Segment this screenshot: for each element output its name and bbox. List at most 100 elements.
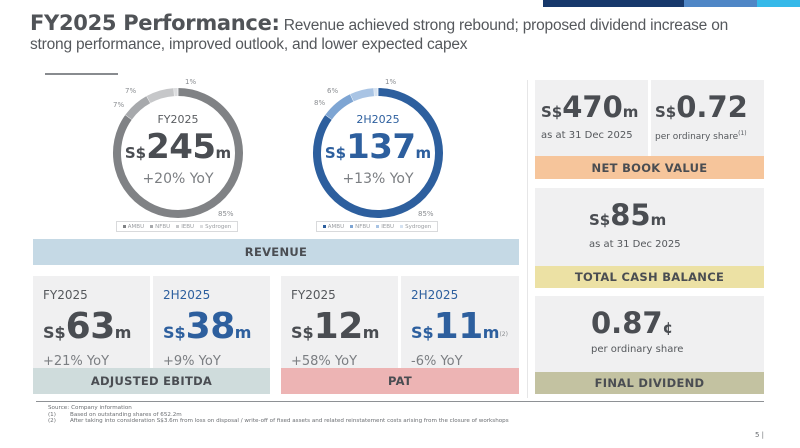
legend-item: AMBU: [322, 224, 344, 230]
slice-label-sydrogen: 1%: [385, 78, 397, 86]
nbv-per-share-card: S$0.72 per ordinary share(1): [651, 80, 764, 156]
donut-center-value: S$245m: [112, 127, 244, 167]
net-book-value-band: NET BOOK VALUE: [535, 156, 764, 179]
slice-label-iebu: 6%: [327, 87, 339, 95]
final-dividend-band: FINAL DIVIDEND: [535, 372, 764, 394]
nbv-total-card: S$470m as at 31 Dec 2025: [535, 80, 648, 156]
value: 137: [346, 127, 416, 167]
slice-label-ambu: 85%: [218, 210, 234, 218]
donut-slice-nfbu: [125, 96, 151, 120]
donut-legend-2h2025: AMBU NFBU IEBU Sydrogen: [316, 221, 438, 232]
nbv-total-value: S$470m: [541, 90, 639, 124]
donut-center-value: S$137m: [312, 127, 444, 167]
pat-fy-card: FY2025 S$12m +58% YoY: [281, 276, 398, 369]
unit: m: [415, 144, 432, 162]
footer-divider: [36, 401, 764, 402]
dividend-card: 0.87¢ per ordinary share: [535, 296, 764, 372]
card-period: 2H2025: [411, 288, 459, 302]
title-bold: FY2025 Performance:: [30, 11, 280, 35]
dividend-sub: per ordinary share: [591, 344, 684, 355]
legend-swatch: [150, 225, 154, 228]
title-subtitle: Revenue achieved strong rebound; propose…: [30, 17, 729, 53]
page-number: 5 |: [754, 431, 764, 439]
donut-slice-ambu: [113, 88, 243, 218]
donut-yoy: +13% YoY: [342, 171, 414, 187]
legend-swatch: [122, 225, 126, 228]
ebitda-fy-card: FY2025 S$63m +21% YoY: [33, 276, 150, 369]
donut-slice-ambu: [313, 88, 443, 218]
nbv-per-share-sub: per ordinary share(1): [655, 130, 747, 142]
legend-item: AMBU: [122, 224, 144, 230]
page-title: FY2025 Performance: Revenue achieved str…: [30, 11, 770, 54]
legend-swatch: [350, 225, 354, 228]
card-period: 2H2025: [163, 288, 211, 302]
donut-period: 2H2025: [356, 113, 400, 126]
card-yoy: +58% YoY: [291, 354, 358, 369]
footnote-1: (1) Based on outstanding shares of 652.2m: [48, 411, 182, 418]
slice-label-sydrogen: 1%: [185, 78, 197, 86]
donut-legend-fy2025: AMBU NFBU IEBU Sydrogen: [116, 221, 238, 232]
card-value: S$11m(2): [411, 306, 508, 347]
legend-swatch: [176, 225, 180, 228]
legend-item: NFBU: [350, 224, 370, 230]
dividend-value: 0.87¢: [591, 306, 673, 340]
footnote-source: Source: Company information: [48, 405, 132, 411]
revenue-band: REVENUE: [33, 239, 519, 265]
slice-label-nfbu: 7%: [113, 101, 125, 109]
donut-2h2025-svg: [313, 88, 443, 218]
currency: S$: [324, 144, 347, 162]
column-divider: [527, 80, 528, 398]
donut-fy2025-svg: [113, 88, 243, 218]
donut-chart-fy2025: FY2025 S$245m +20% YoY: [112, 87, 244, 219]
legend-swatch: [400, 225, 404, 228]
legend-item: NFBU: [150, 224, 170, 230]
donut-period: FY2025: [157, 113, 199, 126]
adjusted-ebitda-band: ADJUSTED EBITDA: [33, 368, 270, 394]
card-period: FY2025: [291, 288, 336, 302]
legend-item: Sydrogen: [400, 224, 431, 230]
donut-yoy: +20% YoY: [142, 171, 214, 187]
card-yoy: -6% YoY: [411, 354, 463, 369]
currency: S$: [124, 144, 147, 162]
pat-2h-card: 2H2025 S$11m(2) -6% YoY: [401, 276, 519, 369]
ebitda-2h-card: 2H2025 S$38m +9% YoY: [153, 276, 270, 369]
legend-swatch: [322, 225, 326, 228]
top-bar-segment-light: [757, 0, 800, 7]
legend-swatch: [200, 225, 204, 228]
legend-item: IEBU: [376, 224, 394, 230]
top-color-bar: [543, 0, 800, 7]
footnotes: Source: Company information (1) Based on o…: [48, 405, 509, 425]
cash-card: S$85m as at 31 Dec 2025: [535, 188, 764, 266]
card-yoy: +9% YoY: [163, 354, 221, 369]
legend-swatch: [376, 225, 380, 228]
card-value: S$63m: [43, 306, 132, 347]
card-period: FY2025: [43, 288, 88, 302]
donut-slice-nfbu: [325, 94, 354, 120]
nbv-per-share-value: S$0.72: [655, 90, 748, 124]
pat-band: PAT: [281, 368, 519, 394]
legend-item: IEBU: [176, 224, 194, 230]
total-cash-balance-band: TOTAL CASH BALANCE: [535, 266, 764, 288]
top-bar-segment-mid: [684, 0, 757, 7]
footnote-ref: (2): [499, 331, 508, 338]
donut-slice-iebu: [350, 88, 375, 102]
cash-sub: as at 31 Dec 2025: [589, 239, 681, 250]
card-value: S$12m: [291, 306, 380, 347]
donut-chart-2h2025: 2H2025 S$137m +13% YoY: [312, 87, 444, 219]
footnote-2: (2) After taking into consideration S$3.6…: [48, 418, 509, 424]
slice-label-iebu: 7%: [125, 87, 137, 95]
legend-item: Sydrogen: [200, 224, 231, 230]
donut-slice-iebu: [146, 88, 175, 104]
value: 245: [146, 127, 216, 167]
footnote-ref: (1): [738, 130, 747, 137]
slice-label-ambu: 85%: [418, 210, 434, 218]
top-bar-segment-dark: [543, 0, 684, 7]
title-divider: [45, 73, 118, 75]
card-yoy: +21% YoY: [43, 354, 110, 369]
cash-value: S$85m: [589, 198, 667, 232]
card-value: S$38m: [163, 306, 252, 347]
slice-label-nfbu: 8%: [314, 99, 326, 107]
nbv-total-sub: as at 31 Dec 2025: [541, 130, 633, 141]
unit: m: [215, 144, 232, 162]
